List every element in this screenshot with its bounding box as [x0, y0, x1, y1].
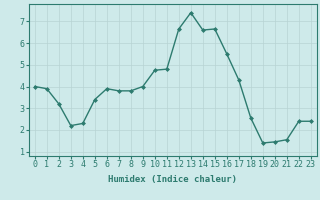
- X-axis label: Humidex (Indice chaleur): Humidex (Indice chaleur): [108, 175, 237, 184]
